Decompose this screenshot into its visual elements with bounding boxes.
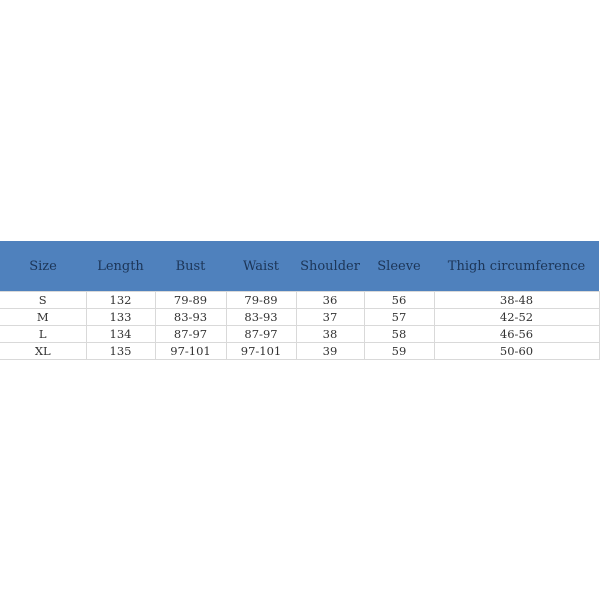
cell: 79-89 [225,291,297,309]
cell: 59 [363,342,435,360]
cell: 38-48 [433,291,600,309]
cell: 133 [85,308,156,326]
cell: 134 [85,325,156,343]
cell: 135 [85,342,156,360]
cell: XL [0,342,87,360]
cell: 97-101 [154,342,227,360]
header-bust: Bust [155,241,226,292]
table-row: M 133 83-93 83-93 37 57 42-52 [0,308,600,326]
table-row: L 134 87-97 87-97 38 58 46-56 [0,325,600,343]
header-waist: Waist [226,241,296,292]
cell: 50-60 [433,342,600,360]
header-row: Size Length Bust Waist Shoulder Sleeve T… [0,241,599,292]
cell: M [0,308,87,326]
cell: 42-52 [433,308,600,326]
cell: 58 [363,325,435,343]
cell: 87-97 [225,325,297,343]
cell: 46-56 [433,325,600,343]
cell: 39 [295,342,365,360]
cell: 37 [295,308,365,326]
header-thigh: Thigh circumference [434,241,599,292]
cell: 83-93 [154,308,227,326]
cell: 132 [85,291,156,309]
cell: 97-101 [225,342,297,360]
cell: 79-89 [154,291,227,309]
header-sleeve: Sleeve [364,241,434,292]
cell: S [0,291,87,309]
header-length: Length [86,241,155,292]
table-row: XL 135 97-101 97-101 39 59 50-60 [0,342,600,360]
cell: 57 [363,308,435,326]
header-size: Size [0,241,86,292]
cell: 36 [295,291,365,309]
cell: 87-97 [154,325,227,343]
cell: 56 [363,291,435,309]
size-chart-table: Size Length Bust Waist Shoulder Sleeve T… [0,241,600,360]
header-shoulder: Shoulder [296,241,364,292]
cell: L [0,325,87,343]
cell: 83-93 [225,308,297,326]
table-row: S 132 79-89 79-89 36 56 38-48 [0,291,600,309]
cell: 38 [295,325,365,343]
